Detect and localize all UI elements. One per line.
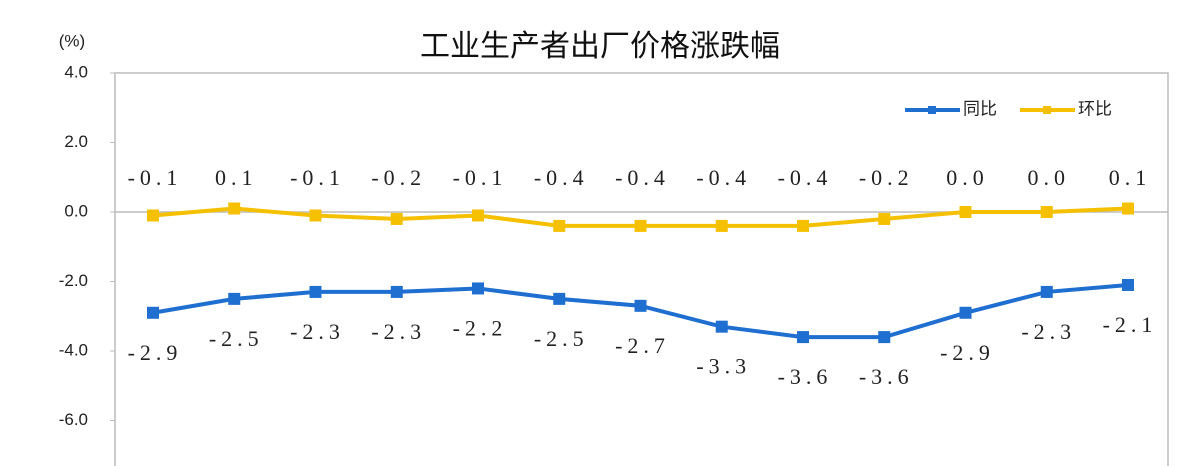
marker [1040,206,1053,218]
marker [797,219,809,232]
marker [147,306,159,319]
marker [1122,202,1134,215]
marker [147,209,159,222]
plot-frame [114,72,1169,466]
data-label: -2.2 [453,315,508,340]
marker [634,299,647,312]
data-label: -3.6 [778,364,833,389]
data-label: 0.1 [215,165,258,190]
chart-title: 工业生产者出厂价格涨跌幅 [420,30,780,63]
data-label: -3.3 [696,354,751,379]
data-label: -0.4 [615,165,670,190]
marker [959,306,972,319]
data-label: -2.5 [209,326,264,351]
marker [553,219,566,232]
data-label: -0.4 [696,165,751,190]
data-label: -3.6 [859,364,914,389]
marker [715,219,728,232]
marker [472,209,484,222]
marker [472,282,484,295]
y-tick-label: 2.0 [64,132,88,151]
marker [959,206,972,218]
data-label: -0.2 [371,165,426,190]
data-label: -2.7 [615,333,670,358]
y-tick-label: -4.0 [59,340,88,359]
data-label: 0.1 [1109,165,1152,190]
marker [228,292,241,305]
legend-label: 同比 [963,99,997,118]
data-label: 0.0 [1028,165,1071,190]
marker [878,331,891,344]
marker [228,202,241,215]
data-label: -0.4 [534,165,589,190]
data-label: -2.3 [1021,319,1076,344]
marker [390,212,403,225]
data-label: -0.2 [859,165,914,190]
marker [715,320,728,333]
data-label: 0.0 [946,165,989,190]
data-label: -0.1 [290,165,345,190]
marker [309,285,322,298]
marker [390,285,403,298]
data-label: -2.9 [940,340,995,365]
y-tick-label: -6.0 [59,410,88,429]
data-label: -0.1 [128,165,183,190]
data-label: -2.5 [534,326,589,351]
marker [1122,278,1134,291]
data-label: -2.3 [290,319,345,344]
marker [634,219,647,232]
legend-marker [928,106,936,114]
y-tick-label: 0.0 [64,201,88,220]
y-tick-label: 4.0 [64,62,88,81]
marker [309,209,322,222]
y-unit: (%) [59,31,85,50]
marker [553,292,566,305]
data-label: -0.4 [778,165,833,190]
marker [797,331,809,344]
data-label: -0.1 [453,165,508,190]
marker [1040,285,1053,298]
legend-marker [1043,106,1051,114]
marker [878,212,891,225]
data-label: -2.1 [1103,312,1158,337]
data-label: -2.9 [128,340,183,365]
data-label: -2.3 [371,319,426,344]
legend-label: 环比 [1078,99,1112,118]
y-tick-label: -2.0 [59,271,88,290]
